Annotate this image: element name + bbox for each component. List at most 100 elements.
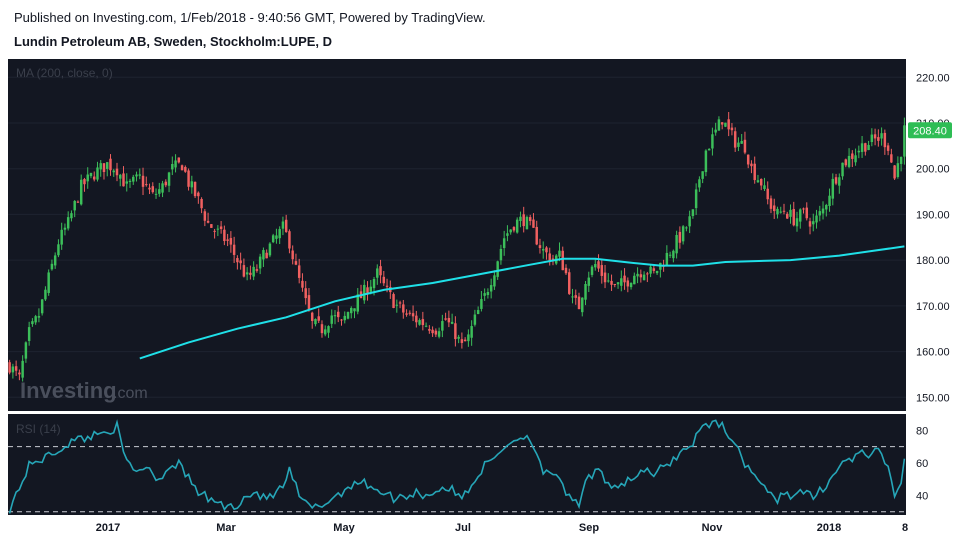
candle (327, 325, 330, 338)
candle (132, 174, 135, 185)
candle (486, 288, 490, 299)
candle (102, 163, 106, 180)
candle (125, 173, 128, 192)
candle (60, 222, 63, 250)
watermark-brand: Investing (20, 378, 117, 403)
candle (873, 128, 877, 146)
candle (431, 326, 434, 337)
candle (418, 318, 421, 326)
candle (886, 142, 890, 156)
candle (363, 279, 366, 304)
candle (343, 311, 346, 324)
rsi-tick-label: 80 (916, 425, 928, 437)
candle (782, 203, 786, 215)
candle (763, 177, 766, 192)
candle (226, 233, 229, 247)
candle (746, 154, 750, 169)
price-tick-label: 150.00 (916, 392, 950, 404)
candle (281, 216, 285, 236)
candle (512, 226, 516, 233)
candle (753, 156, 756, 184)
candle (174, 154, 177, 173)
candle (639, 269, 643, 283)
candle (223, 225, 226, 246)
candle (128, 178, 132, 188)
candle (145, 176, 148, 187)
candle (86, 167, 89, 189)
candle (187, 168, 190, 191)
candle (867, 140, 870, 151)
candle (594, 259, 597, 271)
candle (219, 221, 223, 234)
candle (307, 288, 311, 312)
candle (164, 179, 168, 188)
candle (353, 308, 356, 319)
candle (454, 316, 457, 347)
candle (83, 177, 86, 192)
candle (37, 308, 41, 323)
candle (441, 314, 444, 338)
candle (460, 332, 464, 349)
candle (655, 270, 659, 275)
candle (672, 249, 675, 263)
candle (284, 214, 288, 233)
candle (34, 314, 37, 325)
candle (802, 207, 805, 214)
candle (600, 258, 604, 284)
candle (96, 161, 99, 182)
candle (698, 176, 701, 192)
candle (148, 183, 151, 195)
candle (502, 230, 506, 256)
candle (890, 148, 893, 164)
candle (844, 158, 848, 168)
candle (252, 261, 255, 281)
candle (623, 268, 626, 290)
candle (297, 258, 301, 284)
candle (847, 148, 851, 169)
candle (870, 128, 874, 147)
candle (678, 226, 682, 249)
candle (291, 245, 294, 265)
candle (242, 258, 246, 278)
time-tick-label: Nov (702, 522, 724, 534)
candle (356, 288, 360, 315)
candle (304, 281, 307, 305)
candle (776, 206, 779, 219)
candle (828, 188, 831, 212)
candle (685, 226, 688, 232)
candle (883, 129, 887, 155)
candle (737, 137, 740, 152)
candle (408, 310, 412, 316)
time-tick-label: Jul (455, 522, 471, 534)
candle (818, 205, 822, 222)
candle (265, 249, 268, 259)
candle (402, 299, 405, 319)
candle (197, 191, 200, 204)
published-note: Published on Investing.com, 1/Feb/2018 -… (14, 10, 486, 25)
candle (688, 210, 691, 234)
last-price-value: 208.40 (913, 125, 947, 137)
candle (499, 244, 503, 265)
candle (733, 127, 737, 152)
candle (779, 206, 782, 214)
candle (340, 319, 343, 326)
candle (141, 167, 145, 196)
rsi-line (8, 419, 906, 514)
candle (489, 278, 493, 299)
candle (675, 230, 678, 259)
candle (740, 133, 743, 144)
time-tick-label: 2017 (96, 522, 120, 534)
candle (151, 182, 155, 194)
candle (577, 292, 581, 310)
candle (271, 233, 275, 244)
candle (428, 325, 431, 334)
candle (31, 318, 34, 327)
candle (493, 270, 496, 290)
candle (607, 273, 610, 283)
candle (392, 292, 395, 309)
candle (57, 239, 60, 258)
candle (519, 211, 522, 228)
candle (424, 322, 428, 328)
candle (789, 204, 792, 224)
